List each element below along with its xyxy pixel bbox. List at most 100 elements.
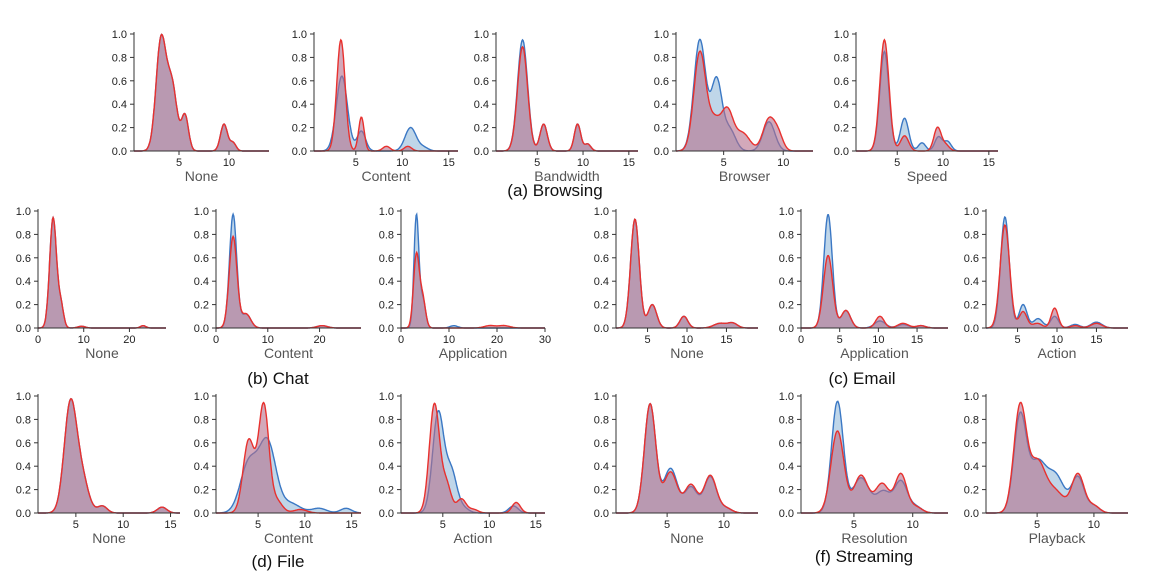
y-tick-label: 0.2 <box>292 123 307 135</box>
y-tick-label: 0.2 <box>779 485 794 497</box>
panel-chat-none: 0.0 0.2 0.4 0.6 0.8 1.0 0 10 20 None <box>16 206 166 361</box>
x-tick-label: 5 <box>837 334 843 346</box>
x-axis-label: Resolution <box>841 530 907 546</box>
x-tick-label: 5 <box>255 519 261 531</box>
density-line-red <box>676 50 813 152</box>
density-fill-blue <box>401 410 545 513</box>
y-tick-label: 0.8 <box>654 52 669 64</box>
x-tick-label: 15 <box>164 519 176 531</box>
y-tick-label: 0.4 <box>16 276 31 288</box>
y-tick-label: 0.4 <box>194 276 209 288</box>
x-tick-label: 5 <box>721 157 727 169</box>
y-tick-label: 0.0 <box>834 146 849 158</box>
y-tick-label: 0.4 <box>474 99 489 111</box>
y-tick-label: 1.0 <box>16 206 31 218</box>
density-fill-red <box>856 39 998 151</box>
y-tick-label: 1.0 <box>474 29 489 41</box>
x-tick-label: 5 <box>440 519 446 531</box>
x-tick-label: 10 <box>872 334 884 346</box>
y-tick-label: 0.8 <box>379 229 394 241</box>
y-tick-label: 0.0 <box>594 508 609 520</box>
group-label-browsing: (a) Browsing <box>507 181 602 200</box>
x-axis-label: Application <box>840 345 909 361</box>
y-tick-label: 0.2 <box>112 123 127 135</box>
x-tick-label: 5 <box>534 157 540 169</box>
x-axis-label: Content <box>361 168 410 184</box>
density-line-blue <box>401 409 545 514</box>
y-tick-label: 0.2 <box>594 300 609 312</box>
y-tick-label: 0.8 <box>292 52 307 64</box>
density-fill-blue <box>314 76 458 151</box>
y-tick-label: 0.2 <box>16 300 31 312</box>
group-label-chat: (b) Chat <box>247 369 309 388</box>
x-axis-label: Content <box>264 345 313 361</box>
x-tick-label: 5 <box>1034 519 1040 531</box>
y-tick-label: 0.4 <box>964 461 979 473</box>
y-tick-label: 0.0 <box>779 508 794 520</box>
y-tick-label: 0.6 <box>594 253 609 265</box>
y-tick-label: 0.4 <box>292 99 307 111</box>
x-tick-label: 5 <box>894 157 900 169</box>
y-tick-label: 0.0 <box>16 323 31 335</box>
y-tick-label: 1.0 <box>292 29 307 41</box>
y-tick-label: 0.4 <box>834 99 849 111</box>
y-tick-label: 0.2 <box>194 300 209 312</box>
y-tick-label: 0.4 <box>16 461 31 473</box>
y-tick-label: 0.2 <box>834 123 849 135</box>
density-fill-red <box>676 51 813 151</box>
y-tick-label: 1.0 <box>379 391 394 403</box>
y-tick-label: 0.2 <box>194 485 209 497</box>
y-tick-label: 0.0 <box>16 508 31 520</box>
density-fill-red <box>496 46 638 151</box>
group-label-email: (c) Email <box>828 369 895 388</box>
y-tick-label: 0.8 <box>594 414 609 426</box>
y-tick-label: 0.6 <box>594 438 609 450</box>
x-tick-label: 5 <box>353 157 359 169</box>
x-axis-label: None <box>185 168 219 184</box>
x-tick-label: 10 <box>1088 519 1100 531</box>
y-tick-label: 0.6 <box>779 438 794 450</box>
y-tick-label: 0.4 <box>779 461 794 473</box>
x-tick-label: 10 <box>1051 334 1063 346</box>
y-tick-label: 0.0 <box>379 323 394 335</box>
panel-chat-application: 0.0 0.2 0.4 0.6 0.8 1.0 0 10 20 30 Application <box>379 206 551 361</box>
density-line-red <box>616 218 758 329</box>
y-tick-label: 1.0 <box>594 391 609 403</box>
y-tick-label: 0.8 <box>834 52 849 64</box>
y-tick-label: 0.6 <box>292 76 307 88</box>
x-tick-label: 20 <box>313 334 325 346</box>
y-tick-label: 0.2 <box>16 485 31 497</box>
density-fill-red <box>616 403 758 513</box>
density-fill-red <box>216 236 361 328</box>
density-fill-red <box>801 255 948 328</box>
y-tick-label: 0.0 <box>474 146 489 158</box>
y-tick-label: 0.0 <box>194 508 209 520</box>
x-tick-label: 10 <box>299 519 311 531</box>
y-tick-label: 0.8 <box>379 414 394 426</box>
y-tick-label: 1.0 <box>112 29 127 41</box>
x-axis-label: None <box>670 345 704 361</box>
x-tick-label: 10 <box>907 519 919 531</box>
y-tick-label: 0.0 <box>594 323 609 335</box>
y-tick-label: 0.6 <box>834 76 849 88</box>
x-axis-label: None <box>85 345 119 361</box>
y-tick-label: 0.4 <box>779 276 794 288</box>
y-tick-label: 0.6 <box>379 438 394 450</box>
y-tick-label: 0.0 <box>112 146 127 158</box>
x-tick-label: 20 <box>123 334 135 346</box>
y-tick-label: 0.8 <box>194 229 209 241</box>
y-tick-label: 0.6 <box>964 253 979 265</box>
density-fill-red <box>314 39 458 151</box>
x-tick-label: 10 <box>443 334 455 346</box>
panel-browsing-content: 0.0 0.2 0.4 0.6 0.8 1.0 5 10 15 Content <box>292 29 458 184</box>
y-tick-label: 0.8 <box>964 414 979 426</box>
x-tick-label: 10 <box>396 157 408 169</box>
x-tick-label: 5 <box>73 519 79 531</box>
y-tick-label: 0.8 <box>194 414 209 426</box>
x-tick-label: 0 <box>213 334 219 346</box>
y-tick-label: 0.8 <box>779 414 794 426</box>
group-label-streaming: (f) Streaming <box>815 547 913 566</box>
y-tick-label: 0.8 <box>474 52 489 64</box>
